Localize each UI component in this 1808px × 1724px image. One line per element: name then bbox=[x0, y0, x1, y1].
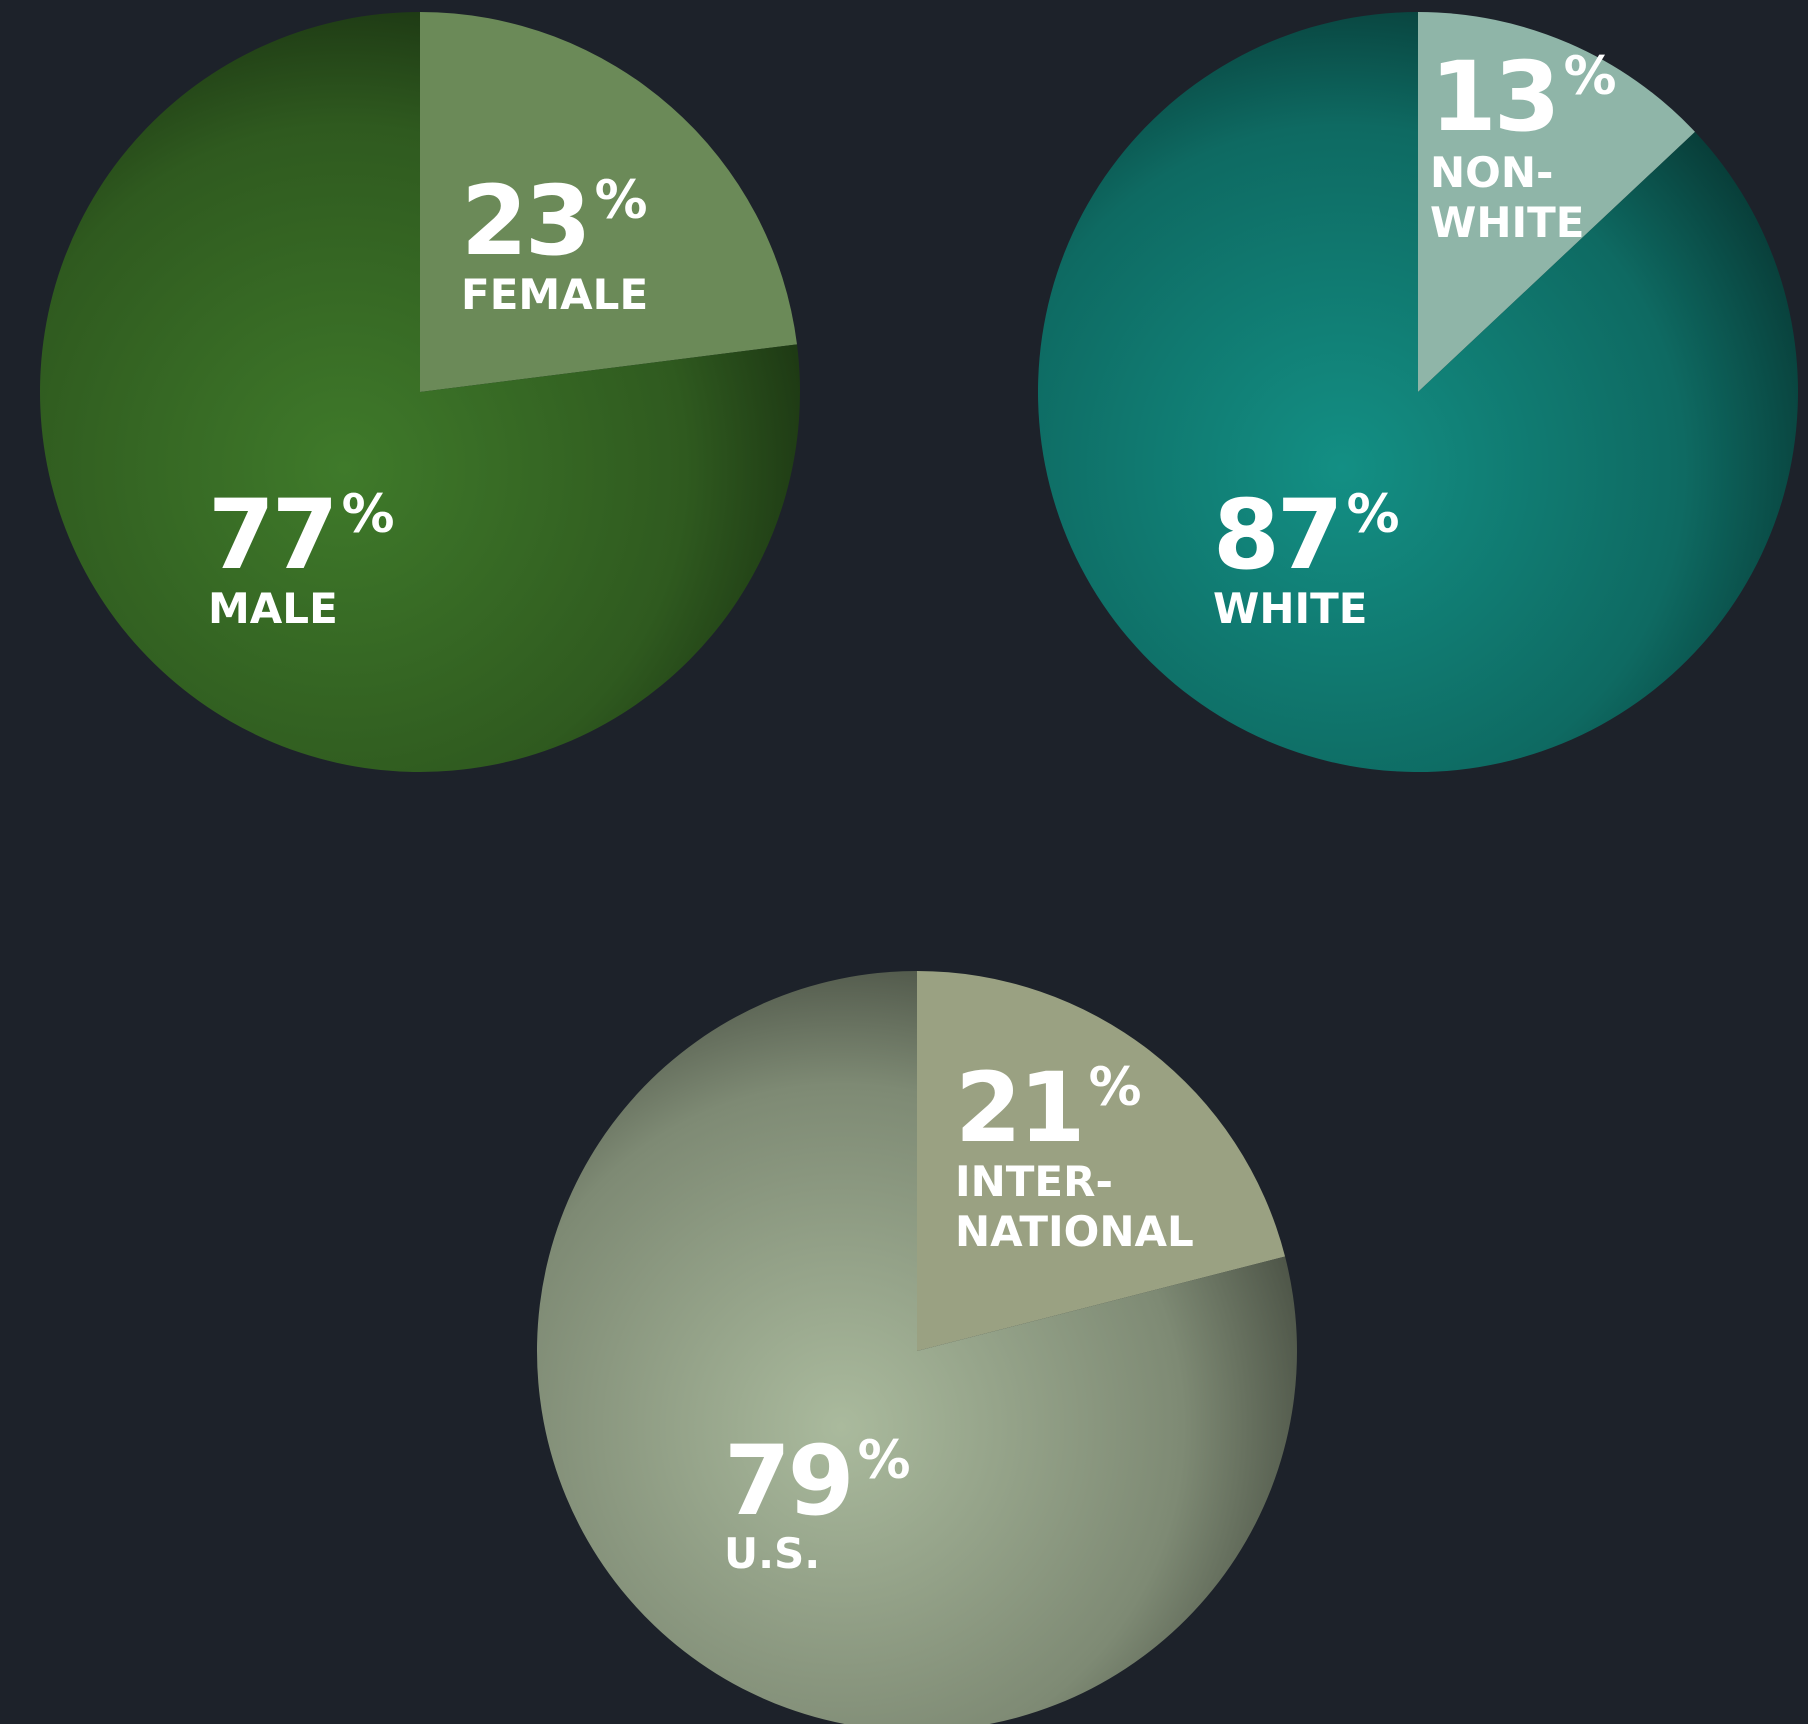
page: 23%FEMALE77%MALE 13%NON-WHITE87%WHITE 21%I… bbox=[0, 0, 1808, 1724]
slice-category-label: FEMALE bbox=[461, 270, 648, 319]
slice-category-label: MALE bbox=[208, 584, 338, 633]
slice-category-label: WHITE bbox=[1213, 584, 1367, 633]
slice-category-label: U.S. bbox=[724, 1529, 820, 1578]
